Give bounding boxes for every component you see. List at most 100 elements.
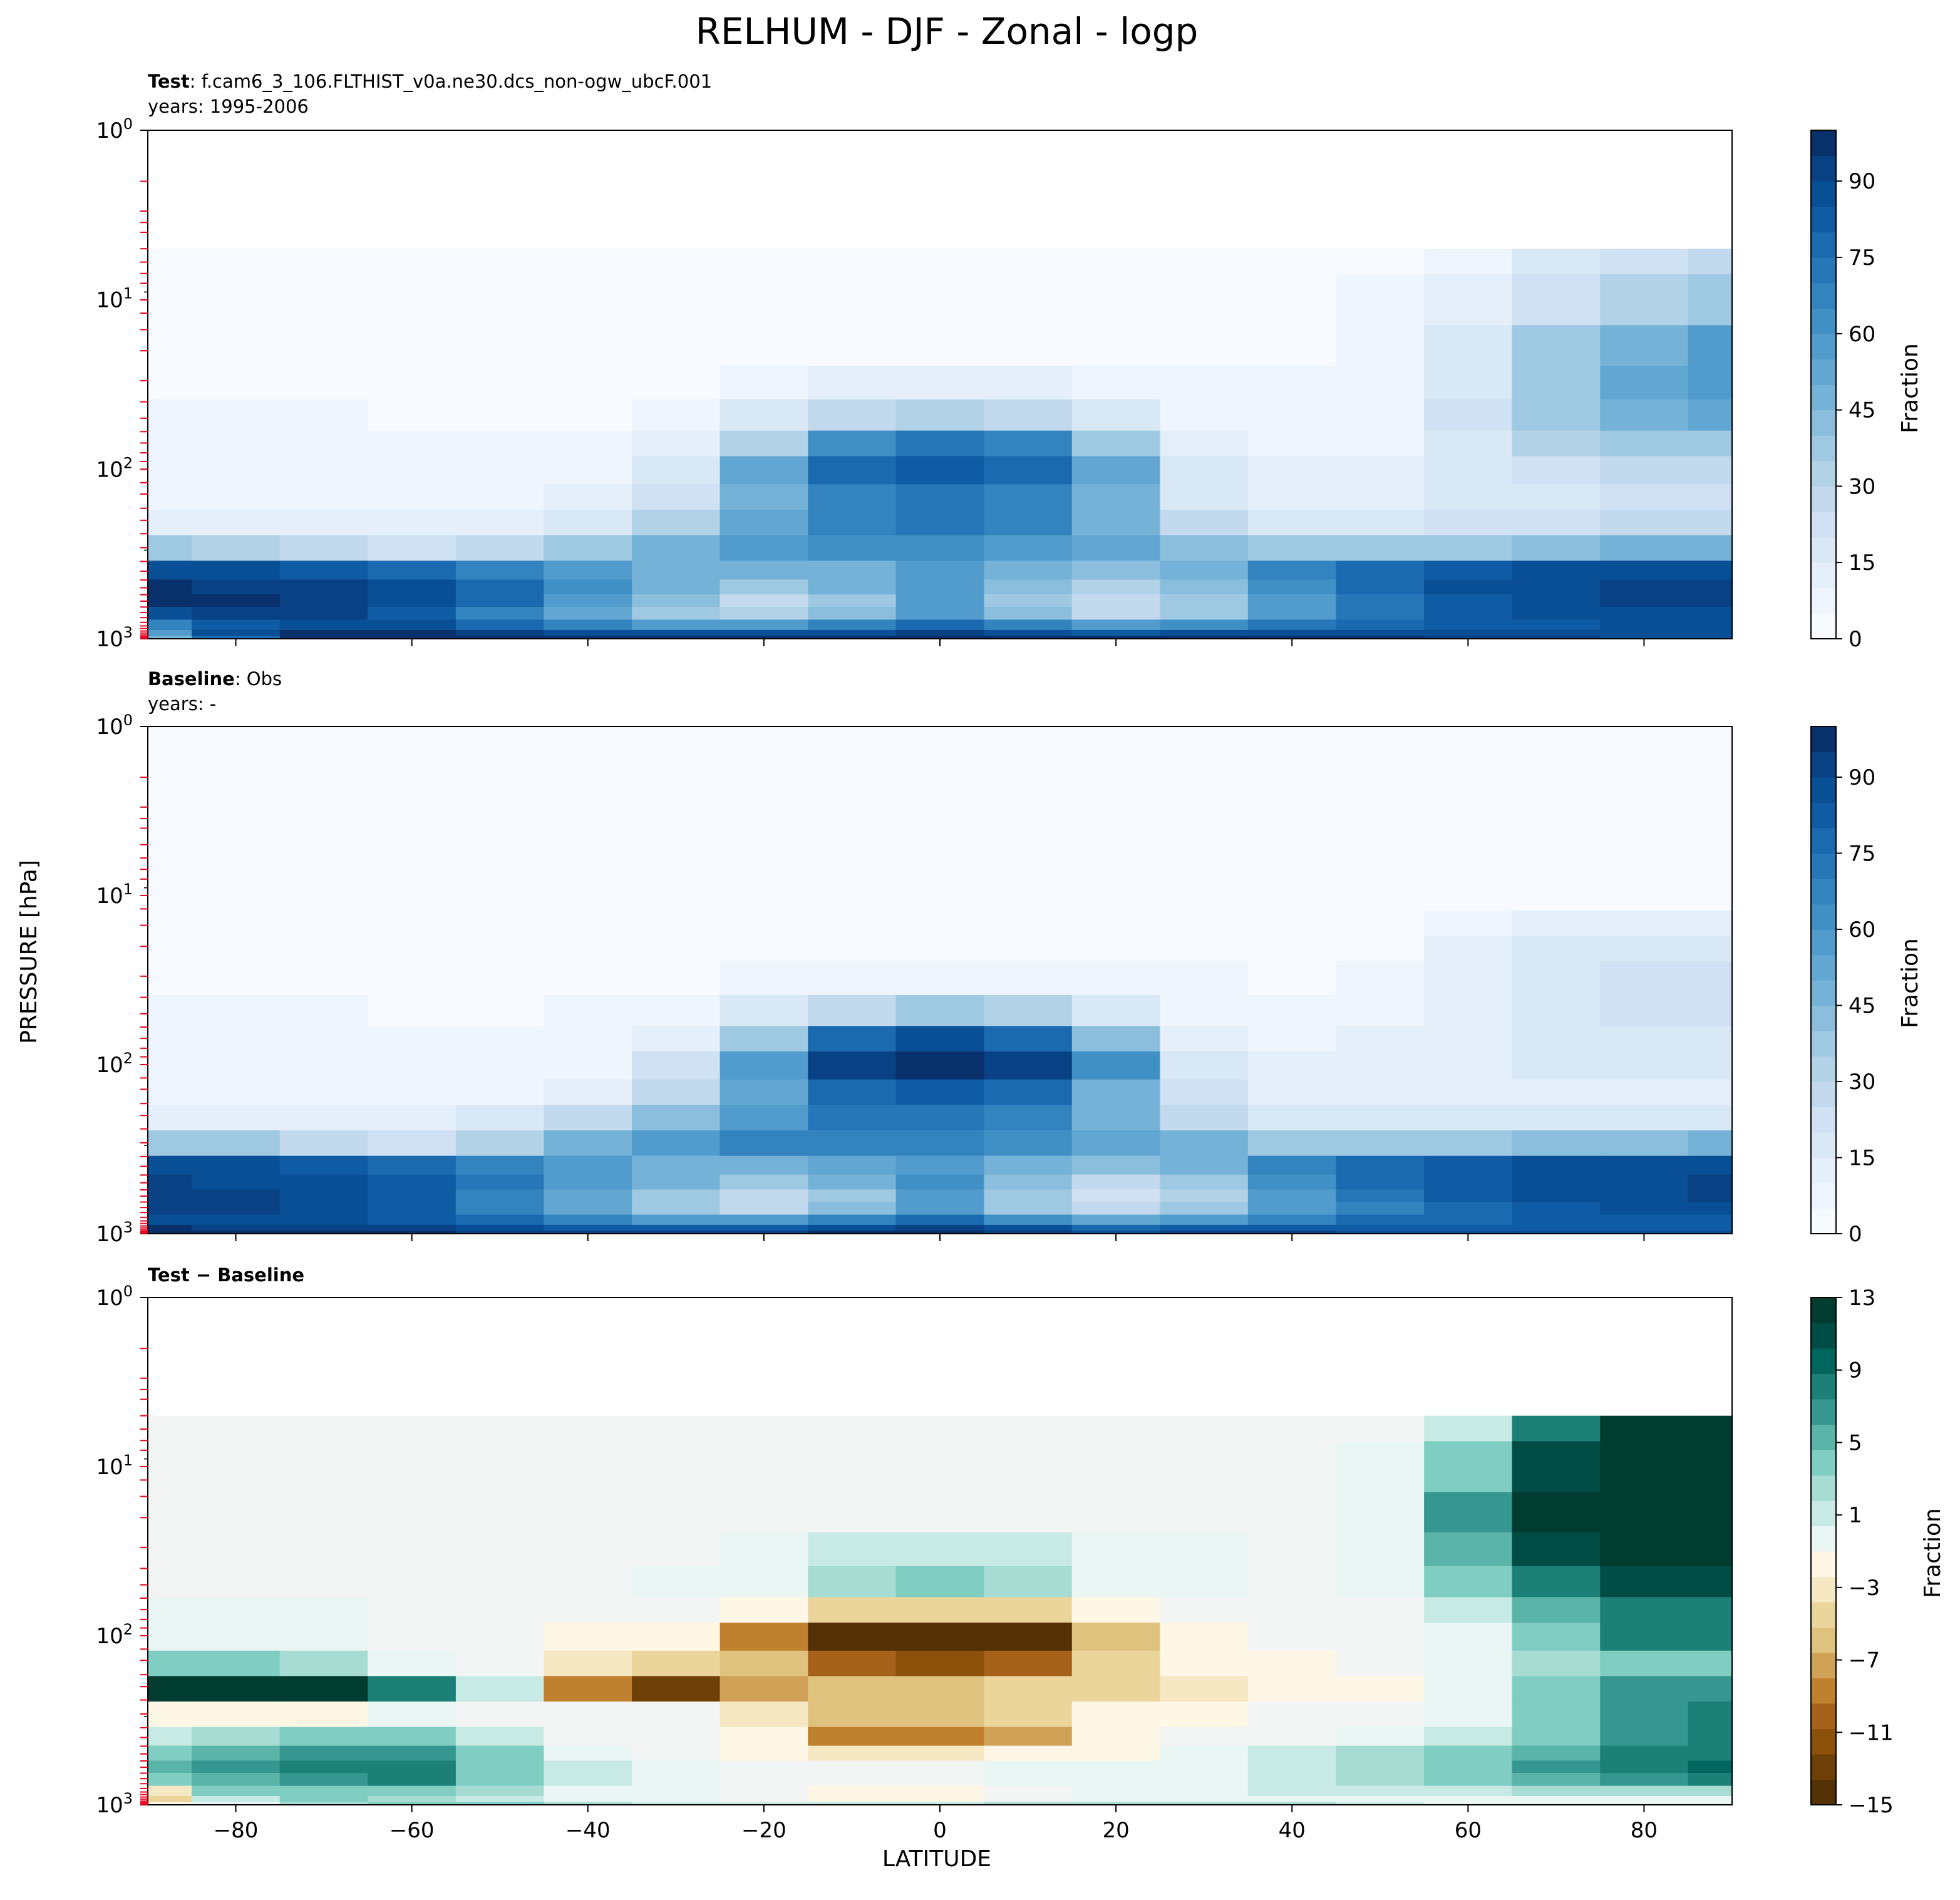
heatmap-cell (148, 560, 192, 580)
heatmap-cell (455, 430, 545, 457)
heatmap-cell (192, 1760, 281, 1774)
panel-test-label-rest: : f.cam6_3_106.FLTHIST_v0a.ne30.dcs_non-… (190, 71, 712, 92)
heatmap-cell (720, 274, 808, 326)
heatmap-cell (1688, 249, 1733, 275)
panel-difference-label-test: Test (148, 1264, 190, 1286)
heatmap-cell (895, 870, 984, 911)
heatmap-cell (368, 870, 456, 911)
heatmap-cell (984, 1231, 1073, 1234)
heatmap-cell (1247, 1566, 1337, 1598)
heatmap-cell (808, 1795, 897, 1802)
heatmap-cell (1512, 785, 1601, 870)
colorbar-tick-label: 60 (1849, 322, 1875, 347)
heatmap-cell (279, 1701, 368, 1728)
heatmap-cell (1336, 1189, 1425, 1202)
colorbar-swatch (1811, 929, 1836, 956)
heatmap-cell (368, 274, 456, 326)
heatmap-cell (1424, 1130, 1513, 1157)
heatmap-cell (1247, 399, 1337, 431)
heatmap-cell (455, 249, 545, 275)
heatmap-cell (895, 560, 984, 580)
heatmap-cell (895, 994, 984, 1027)
heatmap-cell (279, 1441, 368, 1493)
heatmap-cell (895, 961, 984, 996)
heatmap-cell (148, 1224, 192, 1231)
heatmap-cell (632, 726, 721, 786)
heatmap-cell (1600, 249, 1689, 275)
colorbar-swatch (1811, 1005, 1836, 1031)
heatmap-cell (1688, 726, 1733, 786)
heatmap-cell (148, 1130, 192, 1157)
heatmap-cell (544, 1802, 632, 1805)
heatmap-cell (1688, 1079, 1733, 1105)
heatmap-cell (808, 1051, 897, 1080)
heatmap-cell (1512, 274, 1601, 326)
heatmap-cell (544, 560, 632, 580)
heatmap-cell (720, 1676, 808, 1702)
x-tick-label: 40 (1279, 1818, 1306, 1843)
heatmap-cell (1071, 456, 1160, 485)
heatmap-cell (895, 366, 984, 400)
heatmap-cell (1512, 1597, 1601, 1623)
heatmap-cell (1071, 1174, 1160, 1190)
heatmap-cell (148, 1760, 192, 1774)
heatmap-cell (368, 399, 456, 431)
heatmap-cell (368, 430, 456, 457)
heatmap-cell (1336, 1566, 1425, 1598)
heatmap-cell (1688, 560, 1733, 580)
heatmap-cell (192, 1155, 281, 1175)
panel-difference-colorbar: 13 9 5 1 −3 −7 −11 −15 (1810, 1286, 1894, 1818)
heatmap-cell (192, 619, 281, 631)
heatmap-cell (1688, 484, 1733, 510)
heatmap-cell (808, 456, 897, 485)
heatmap-cell (895, 1795, 984, 1802)
colorbar-swatch (1811, 1450, 1836, 1476)
heatmap-cell (192, 1189, 281, 1202)
heatmap-cell (1512, 961, 1601, 996)
heatmap-cell (192, 1202, 281, 1216)
heatmap-cell (1160, 594, 1249, 607)
heatmap-cell (1600, 325, 1689, 366)
heatmap-cell (148, 1174, 192, 1190)
heatmap-cell (1424, 1105, 1513, 1131)
heatmap-cell (1160, 1492, 1249, 1533)
heatmap-cell (279, 1231, 368, 1234)
heatmap-cell (808, 1785, 897, 1797)
heatmap-cell (1160, 399, 1249, 431)
heatmap-cell (1424, 456, 1513, 485)
panel-difference-colorbar-label: Fraction (1920, 1508, 1946, 1598)
heatmap-cell (279, 1155, 368, 1175)
heatmap-cell (544, 1155, 632, 1175)
heatmap-cell (1688, 594, 1733, 607)
colorbar-tick-label: −11 (1849, 1720, 1894, 1745)
heatmap-cell (1336, 579, 1425, 595)
heatmap-cell (808, 1760, 897, 1774)
heatmap-cell (1071, 1441, 1160, 1493)
heatmap-cell (1688, 636, 1733, 639)
heatmap-cell (1336, 910, 1425, 936)
heatmap-cell (1600, 1492, 1689, 1533)
heatmap-cell (148, 1214, 192, 1226)
heatmap-cell (632, 1650, 721, 1676)
heatmap-cell (279, 594, 368, 607)
heatmap-cell (1512, 1105, 1601, 1131)
heatmap-cell (1160, 1650, 1249, 1676)
heatmap-cell (1336, 607, 1425, 621)
heatmap-cell (720, 1760, 808, 1774)
heatmap-cell (1160, 994, 1249, 1027)
heatmap-cell (368, 1202, 456, 1216)
heatmap-cell (1071, 870, 1160, 911)
heatmap-cell (632, 1130, 721, 1157)
colorbar-swatch (1811, 1424, 1836, 1450)
heatmap-cell (1512, 1727, 1601, 1747)
colorbar-swatch (1811, 1653, 1836, 1679)
heatmap-cell (984, 1130, 1073, 1157)
colorbar-tick-label: −3 (1849, 1576, 1880, 1601)
heatmap-cell (455, 910, 545, 936)
heatmap-cell (1600, 1105, 1689, 1131)
colorbar-swatch (1811, 1056, 1836, 1082)
heatmap-cell (544, 1105, 632, 1131)
heatmap-cell (1160, 961, 1249, 996)
heatmap-cell (984, 1785, 1073, 1797)
heatmap-cell (544, 594, 632, 607)
